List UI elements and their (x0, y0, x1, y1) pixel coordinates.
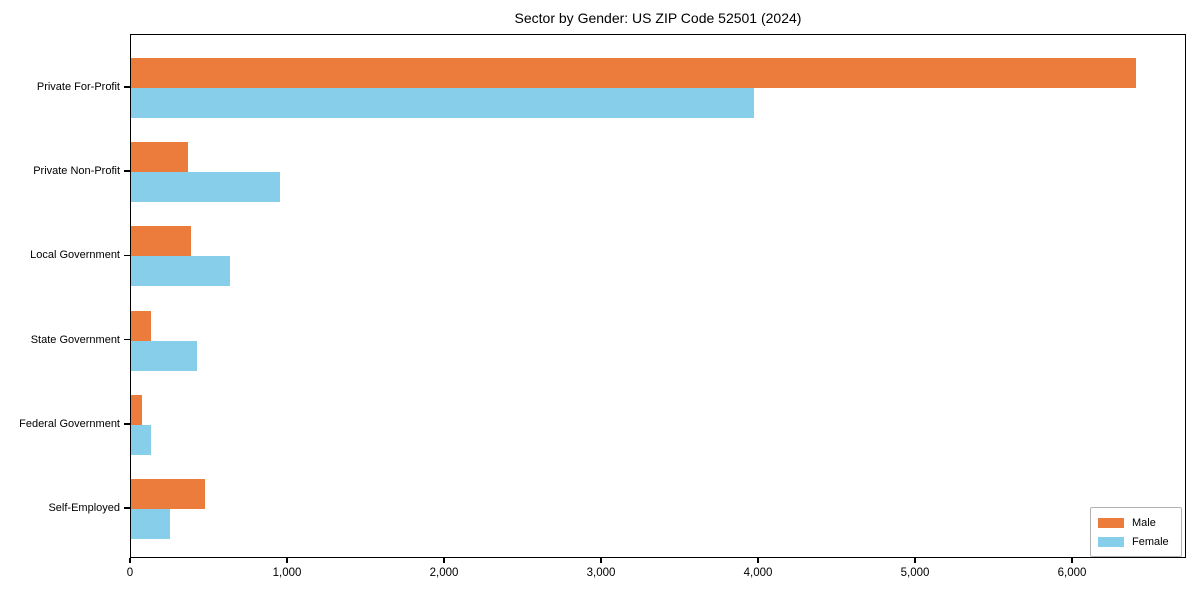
legend-label-male: Male (1132, 516, 1156, 529)
plot-area (130, 34, 1186, 558)
y-tick-mark (124, 338, 130, 341)
y-tick-mark (124, 254, 130, 257)
legend-entry-male: Male (1098, 513, 1173, 532)
chart-title: Sector by Gender: US ZIP Code 52501 (202… (514, 10, 802, 26)
x-tick-mark (600, 558, 602, 563)
x-tick-mark (443, 558, 445, 563)
y-tick-mark (124, 423, 130, 425)
y-tick-label-state-government: State Government (30, 333, 120, 346)
legend: Male Female (1090, 507, 1182, 557)
bar-female-local-government (131, 256, 230, 287)
bar-female-self-employed (131, 509, 171, 539)
x-tick-label-3000: 3,000 (586, 567, 616, 579)
bar-female-state-government (131, 340, 197, 371)
y-tick-mark (124, 170, 130, 172)
y-tick-mark (124, 507, 130, 509)
x-tick-mark (757, 558, 759, 563)
x-tick-label-2000: 2,000 (429, 567, 459, 579)
x-tick-label-1000: 1,000 (272, 567, 302, 579)
y-tick-label-local-government: Local Government (30, 249, 120, 262)
legend-swatch-female (1098, 536, 1124, 547)
legend-entry-female: Female (1098, 532, 1173, 551)
x-tick-mark (286, 558, 288, 563)
y-tick-label-self-employed: Self-Employed (48, 502, 120, 514)
legend-label-female: Female (1132, 535, 1169, 548)
x-tick-mark (129, 558, 131, 563)
x-tick-label-4000: 4,000 (743, 567, 773, 579)
x-tick-label-0: 0 (126, 567, 134, 579)
x-tick-label-5000: 5,000 (900, 567, 930, 579)
x-tick-mark (1071, 558, 1073, 563)
bar-female-private-for-profit (131, 88, 755, 118)
y-tick-label-private-for-profit: Private For-Profit (36, 81, 120, 93)
y-tick-label-private-non-profit: Private Non-Profit (33, 165, 120, 178)
bar-male-private-non-profit (131, 142, 188, 173)
y-tick-label-federal-government: Federal Government (19, 417, 120, 430)
bar-male-state-government (131, 310, 152, 341)
x-tick-label-6000: 6,000 (1057, 567, 1087, 579)
bar-male-federal-government (131, 394, 142, 425)
bar-male-self-employed (131, 479, 205, 509)
bar-male-local-government (131, 226, 191, 257)
legend-swatch-male (1098, 517, 1124, 528)
bar-male-private-for-profit (131, 58, 1136, 88)
bar-female-private-non-profit (131, 172, 281, 203)
y-tick-mark (124, 86, 130, 88)
bar-female-federal-government (131, 424, 152, 455)
x-tick-mark (914, 558, 916, 563)
